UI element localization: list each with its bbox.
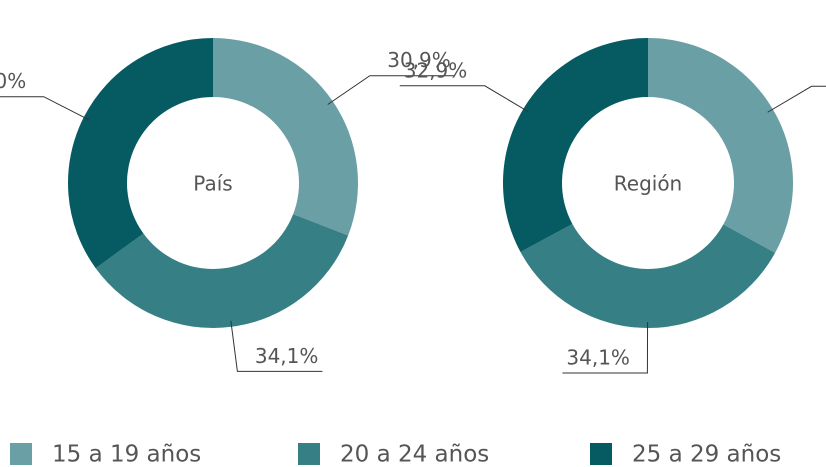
donut-segment <box>95 214 349 328</box>
data-label: 30,9% <box>387 48 451 72</box>
donut-segment <box>68 37 213 269</box>
leader-line <box>327 75 455 105</box>
legend-label: 25 a 29 años <box>632 442 781 467</box>
donut-segment <box>648 38 793 253</box>
legend-swatch <box>590 443 612 465</box>
leader-line <box>562 321 649 374</box>
donut-segment <box>502 38 648 253</box>
leader-line <box>767 85 826 113</box>
data-label: 35,0% <box>0 69 26 93</box>
center-label: Región <box>614 172 682 196</box>
leader-line <box>230 320 323 372</box>
donut-segment <box>520 223 776 328</box>
leader-line <box>399 85 529 113</box>
leader-line <box>0 96 90 121</box>
center-label: País <box>193 172 232 196</box>
legend-label: 20 a 24 años <box>340 442 489 467</box>
data-label: 34,1% <box>566 345 630 369</box>
donut-segment <box>213 38 358 236</box>
legend-swatch <box>298 443 320 465</box>
legend-swatch <box>10 443 32 465</box>
legend-label: 15 a 19 años <box>52 442 201 467</box>
data-label: 32,9% <box>404 58 468 82</box>
data-label: 34,1% <box>255 344 319 368</box>
